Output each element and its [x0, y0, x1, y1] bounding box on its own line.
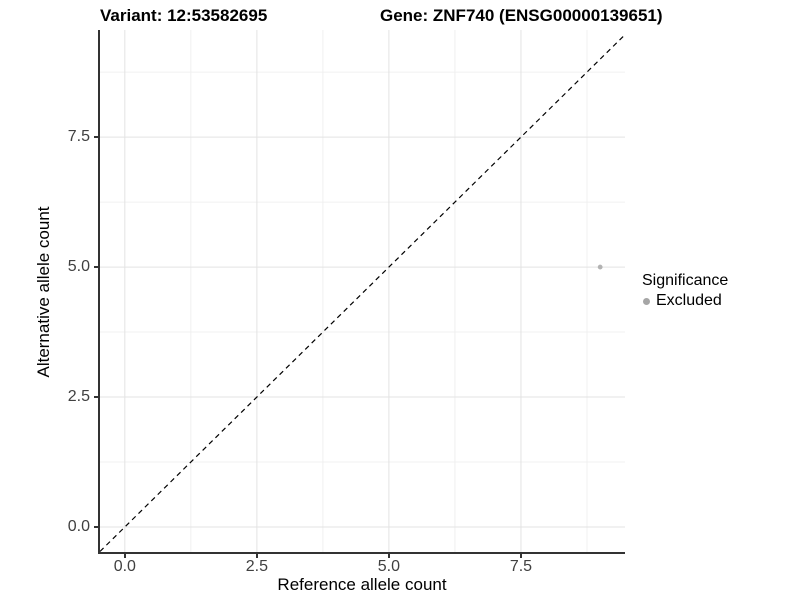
y-axis-tick-label: 2.5 — [67, 388, 90, 406]
y-axis-tick — [94, 266, 98, 269]
legend-item-label: Excluded — [656, 292, 722, 309]
data-point — [597, 264, 603, 270]
legend-item-excluded: Excluded — [642, 292, 728, 310]
x-axis-tick — [387, 554, 390, 558]
plot-canvas — [100, 30, 625, 553]
y-axis-tick-label: 0.0 — [67, 518, 90, 535]
x-axis-tick-label: 2.5 — [245, 558, 268, 575]
plot-panel — [100, 30, 625, 553]
x-axis-tick-label: 5.0 — [377, 558, 401, 575]
y-axis-line — [98, 30, 100, 554]
y-axis-tick — [94, 136, 98, 139]
x-axis-title: Reference allele count — [277, 575, 447, 594]
x-axis-line — [98, 552, 625, 554]
legend-key-dot-icon — [643, 297, 650, 305]
y-axis-tick — [94, 526, 98, 528]
y-axis-tick-label: 5.0 — [67, 258, 90, 276]
legend-title: Significance — [642, 272, 729, 289]
gene-title: Gene: ZNF740 (ENSG00000139651) — [380, 6, 663, 25]
variant-title: Variant: 12:53582695 — [100, 6, 268, 25]
x-axis-tick — [255, 554, 258, 558]
x-axis-tick — [123, 554, 126, 558]
y-axis-tick — [94, 396, 98, 399]
x-axis-tick-label: 7.5 — [509, 558, 533, 575]
y-axis-tick-label: 7.5 — [67, 128, 90, 146]
x-axis-tick-label: 0.0 — [113, 558, 136, 575]
identity-dashed-line — [100, 34, 625, 552]
legend: Significance Excluded — [642, 272, 728, 310]
y-axis-title: Alternative allele count — [34, 206, 53, 378]
x-axis-tick — [519, 554, 522, 558]
